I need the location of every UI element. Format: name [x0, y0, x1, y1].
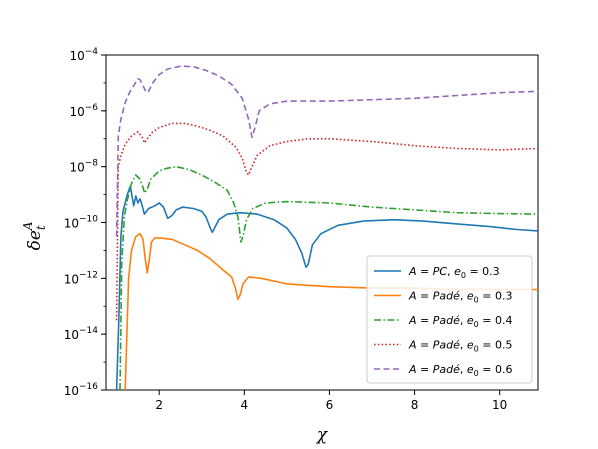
y-axis-ticks: 10−4 10−6 10−8 10−10 10−12 10−14 10−16 [64, 47, 106, 398]
x-axis-ticks: 2 4 6 8 10 [155, 390, 507, 412]
series-layer [115, 65, 538, 390]
legend: A = PC, e0 = 0.3 A = Padé, e0 = 0.3 A = Pa… [366, 255, 533, 384]
y-tick-label: 10−10 [64, 215, 99, 231]
y-tick-label: 10−16 [64, 382, 99, 398]
y-tick-label: 10−4 [69, 47, 98, 63]
legend-label-1: A = PC, e0 = 0.3 [408, 265, 500, 280]
series-line-4 [115, 122, 538, 321]
x-tick-label: 8 [411, 398, 419, 412]
y-label-delta: δe [25, 230, 45, 250]
y-tick-label: 10−14 [64, 326, 99, 342]
series-line-2 [124, 232, 538, 390]
x-tick-label: 6 [326, 398, 334, 412]
y-axis-label: δetA [21, 221, 48, 250]
y-tick-label: 10−8 [69, 159, 98, 175]
y-label-superscript: A [21, 221, 35, 231]
y-tick-label: 10−12 [64, 270, 98, 286]
x-tick-label: 4 [241, 398, 249, 412]
y-label-subscript: t [34, 225, 48, 230]
legend-label-4: A = Padé, e0 = 0.5 [408, 339, 512, 354]
legend-label-5: A = Padé, e0 = 0.6 [408, 363, 512, 378]
x-axis-label: χ [316, 425, 329, 445]
series-line-5 [115, 65, 538, 237]
x-tick-label: 10 [492, 398, 507, 412]
svg-text:δetA: δetA [21, 221, 48, 250]
series-line-3 [119, 165, 538, 390]
legend-box [366, 255, 533, 384]
x-tick-label: 2 [155, 398, 163, 412]
series-line-1 [115, 185, 538, 390]
y-tick-label: 10−6 [69, 103, 98, 119]
legend-label-3: A = Padé, e0 = 0.4 [408, 314, 512, 329]
legend-label-2: A = Padé, e0 = 0.3 [408, 290, 512, 305]
